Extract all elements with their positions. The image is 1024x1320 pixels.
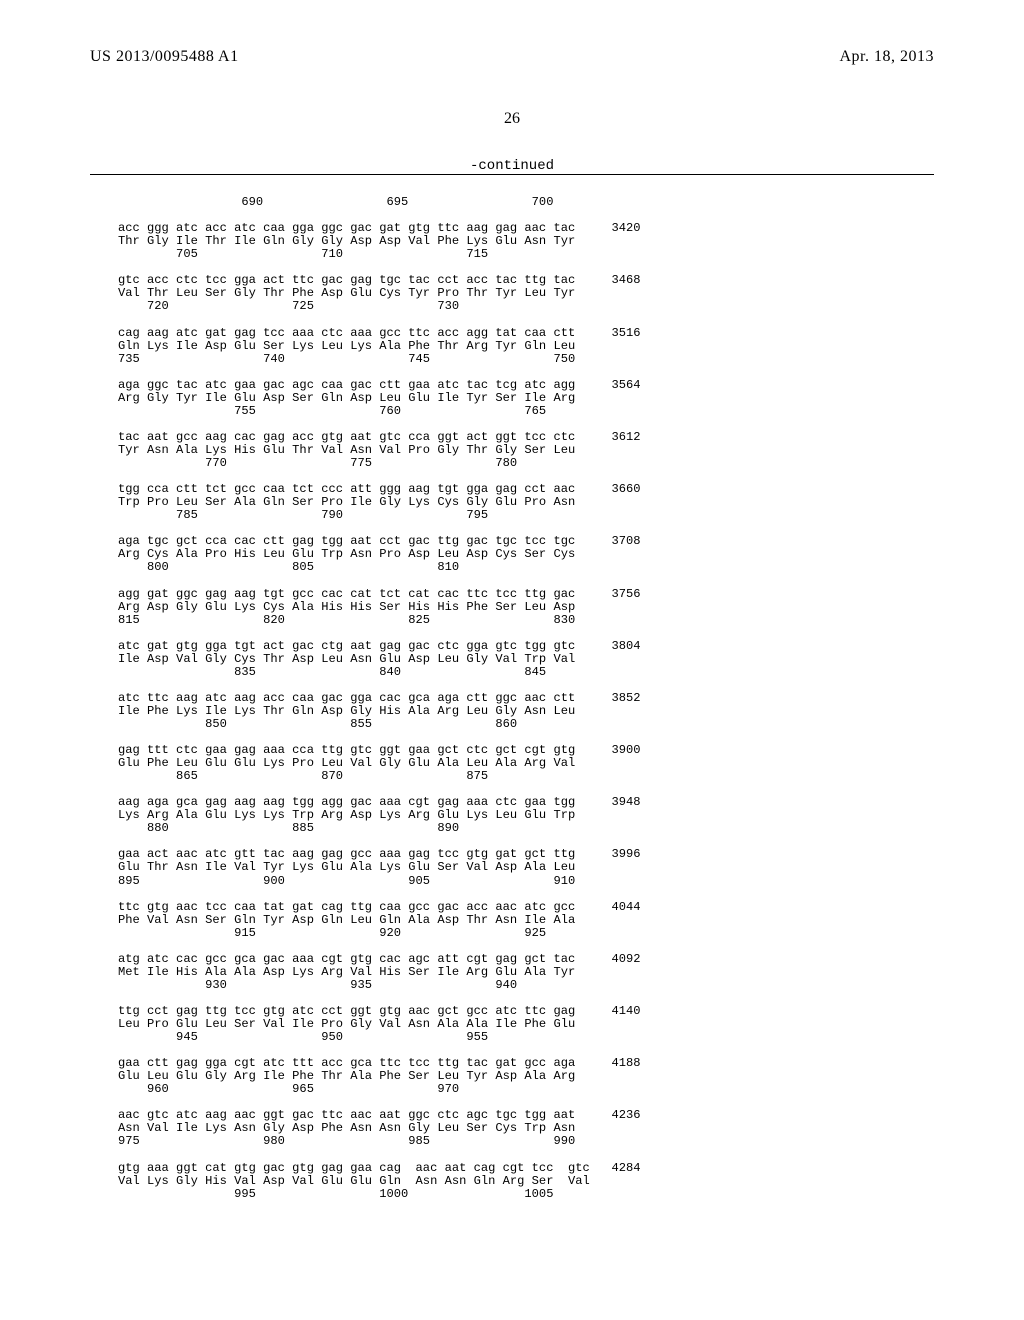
publication-id: US 2013/0095488 A1 — [90, 48, 239, 66]
horizontal-rule — [90, 174, 934, 175]
publication-date: Apr. 18, 2013 — [840, 48, 935, 66]
page: US 2013/0095488 A1 Apr. 18, 2013 26 -con… — [0, 0, 1024, 1320]
sequence-listing: 690 695 700 acc ggg atc acc atc caa gga … — [118, 196, 641, 1201]
page-number: 26 — [0, 110, 1024, 128]
continued-label: -continued — [0, 158, 1024, 174]
